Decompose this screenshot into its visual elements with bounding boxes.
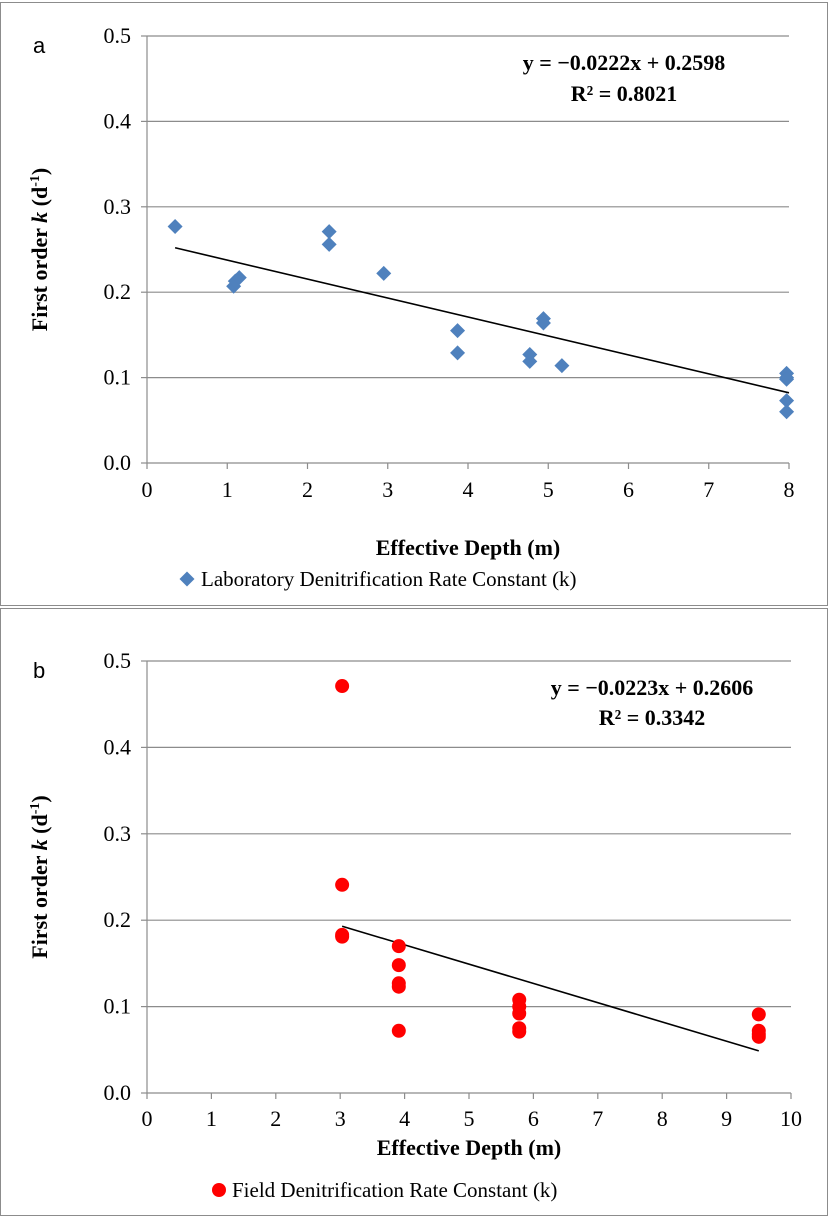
data-point xyxy=(321,224,337,240)
data-point xyxy=(450,345,466,361)
y-tick-label: 0.1 xyxy=(104,994,132,1019)
x-tick-label: 4 xyxy=(463,477,474,502)
x-axis-title: Effective Depth (m) xyxy=(377,1135,562,1160)
data-point xyxy=(779,404,795,420)
x-tick-label: 5 xyxy=(543,477,554,502)
data-point xyxy=(391,958,406,973)
data-point xyxy=(779,393,795,409)
y-axis-title: First order k (d-1) xyxy=(27,795,52,958)
data-point xyxy=(522,353,538,369)
scatter-chart-a: 0.0 0.1 0.2 0.3 0.4 0.5 0 1 2 3 4 5 6 7 8 Effective Dep… xyxy=(27,23,795,591)
data-point xyxy=(535,315,551,331)
legend-label: Field Denitrification Rate Constant (k) xyxy=(232,1178,557,1202)
scatter-chart-b: 0.0 0.1 0.2 0.3 0.4 0.5 0 1 2 3 4 5 6 7 8 9 10 Effective … xyxy=(27,648,802,1202)
r-squared-label: R² = 0.3342 xyxy=(599,705,706,730)
panel-label: b xyxy=(33,658,45,683)
y-axis-title-unit-open: (d xyxy=(27,187,52,212)
x-tick-label: 5 xyxy=(464,1106,475,1131)
data-point xyxy=(391,979,406,994)
x-tick-label: 10 xyxy=(780,1106,802,1131)
x-tick-label: 2 xyxy=(302,477,313,502)
data-point xyxy=(779,371,795,387)
y-axis-title-superscript: -1 xyxy=(28,803,43,815)
y-axis-title-k: k xyxy=(27,839,52,850)
data-point xyxy=(512,1006,527,1021)
y-axis-title: First order k (d-1) xyxy=(27,168,52,331)
data-point xyxy=(376,265,392,281)
data-point xyxy=(512,1024,527,1039)
x-tick-label: 8 xyxy=(784,477,795,502)
y-tick-label: 0.0 xyxy=(104,1080,132,1105)
data-point xyxy=(321,236,337,252)
x-tick-label: 0 xyxy=(142,1106,153,1131)
y-tick-label: 0.5 xyxy=(104,23,132,48)
x-tick-label: 7 xyxy=(592,1106,603,1131)
data-point xyxy=(751,1007,766,1022)
data-point xyxy=(335,877,350,892)
x-tick-label: 9 xyxy=(721,1106,732,1131)
data-point xyxy=(231,270,247,286)
y-axis-title-prefix: First order xyxy=(27,223,52,331)
data-point xyxy=(335,929,350,944)
x-tick-label: 6 xyxy=(623,477,634,502)
x-tick-label: 8 xyxy=(657,1106,668,1131)
y-axis-title-unit-close: ) xyxy=(27,168,52,175)
y-tick-label: 0.0 xyxy=(104,450,132,475)
x-tick-label: 1 xyxy=(206,1106,217,1131)
data-point xyxy=(554,358,570,374)
y-tick-label: 0.4 xyxy=(104,734,132,759)
x-tick-label: 3 xyxy=(335,1106,346,1131)
data-point xyxy=(335,679,350,694)
data-point xyxy=(391,1023,406,1038)
panel-label: a xyxy=(33,33,46,58)
trendline-equation: y = −0.0222x + 0.2598 xyxy=(523,50,726,75)
trendline xyxy=(174,246,790,394)
data-point xyxy=(167,218,183,234)
trendline-equation: y = −0.0223x + 0.2606 xyxy=(551,675,754,700)
data-point xyxy=(450,323,466,339)
x-tick-label: 6 xyxy=(528,1106,539,1131)
x-tick-label: 0 xyxy=(142,477,153,502)
legend-marker xyxy=(212,1183,226,1197)
x-tick-label: 1 xyxy=(222,477,233,502)
data-point xyxy=(751,1029,766,1044)
y-tick-label: 0.2 xyxy=(104,907,132,932)
y-axis-title-unit-open: (d xyxy=(27,814,52,839)
legend-label: Laboratory Denitrification Rate Constant… xyxy=(201,567,577,591)
y-axis-title-k: k xyxy=(27,212,52,223)
y-axis-title-superscript: -1 xyxy=(28,175,43,187)
data-point xyxy=(391,939,406,954)
r-squared-label: R² = 0.8021 xyxy=(571,81,678,106)
x-tick-label: 7 xyxy=(703,477,714,502)
y-tick-label: 0.3 xyxy=(104,821,132,846)
legend-marker xyxy=(179,571,195,587)
y-axis-title-unit-close: ) xyxy=(27,795,52,802)
x-tick-label: 3 xyxy=(382,477,393,502)
y-tick-label: 0.5 xyxy=(104,648,132,673)
y-tick-label: 0.4 xyxy=(104,108,132,133)
y-tick-label: 0.3 xyxy=(104,194,132,219)
y-tick-label: 0.1 xyxy=(104,365,132,390)
x-tick-label: 2 xyxy=(270,1106,281,1131)
trendline xyxy=(341,925,760,1052)
chart-panel-a: 0.0 0.1 0.2 0.3 0.4 0.5 0 1 2 3 4 5 6 7 8 Effective Dep… xyxy=(0,2,828,606)
y-axis-title-prefix: First order xyxy=(27,850,52,958)
chart-panel-b: 0.0 0.1 0.2 0.3 0.4 0.5 0 1 2 3 4 5 6 7 8 9 10 Effective … xyxy=(0,608,828,1216)
x-tick-label: 4 xyxy=(399,1106,410,1131)
x-axis-title: Effective Depth (m) xyxy=(376,535,561,560)
y-tick-label: 0.2 xyxy=(104,279,132,304)
